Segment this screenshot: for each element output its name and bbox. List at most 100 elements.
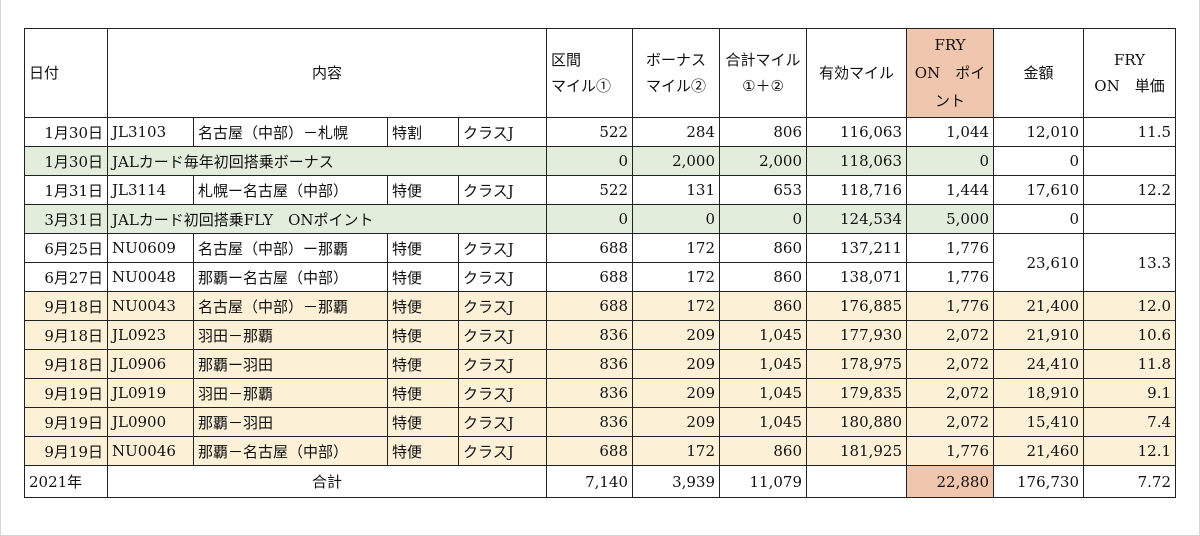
header-bonus-line1: ボーナス [646, 51, 707, 69]
total-row: 2021年 合計 7,140 3,939 11,079 22,880 176,7… [24, 465, 1177, 498]
header-segment-miles-line2: マイル① [551, 77, 612, 95]
header-unit-line1: FRY [1113, 51, 1146, 69]
cell-valid-miles: 118,063 [806, 146, 908, 176]
header-fry-unit: FRY ON 単価 [1083, 28, 1177, 118]
cell-total-label: 合計 [106, 465, 548, 498]
cell-date: 1月31日 [24, 175, 108, 205]
header-segment-miles-line1: 区間 [551, 51, 582, 69]
cell-bonus-miles: 172 [632, 436, 721, 466]
cell-class: クラスJ [457, 262, 548, 292]
cell-date: 6月27日 [24, 262, 108, 292]
cell-total-miles: 1,045 [719, 407, 808, 437]
cell-total-miles: 860 [719, 233, 808, 263]
cell-fry-points: 5,000 [906, 204, 995, 234]
cell-total-fry-unit: 7.72 [1083, 465, 1177, 498]
cell-route: 名古屋（中部）ー那覇 [193, 233, 388, 263]
cell-fry-unit: 9.1 [1083, 378, 1177, 408]
cell-total-miles: 860 [719, 436, 808, 466]
cell-total-valid-miles [806, 465, 908, 498]
cell-date: 6月25日 [24, 233, 108, 263]
cell-fare: 特便 [387, 407, 459, 437]
cell-fare: 特便 [387, 320, 459, 350]
header-fry-points: FRY ON ポイ ント [906, 28, 995, 118]
cell-description: JALカード初回搭乗FLY ONポイント [106, 204, 548, 234]
cell-class: クラスJ [457, 320, 548, 350]
header-row: 日付 内容 区間 マイル① ボーナス マイル② 合計マイル ①＋② 有効マイル FRY… [24, 28, 1177, 118]
table-row: 9月18日 JL0923 羽田－那覇 特便 クラスJ 836 209 1,045… [24, 320, 1177, 350]
cell-fry-points: 1,044 [906, 117, 995, 147]
cell-fry-points: 1,444 [906, 175, 995, 205]
cell-segment-miles: 836 [546, 320, 634, 350]
cell-fry-unit: 12.2 [1083, 175, 1177, 205]
cell-segment-miles: 522 [546, 117, 634, 147]
cell-route: 名古屋（中部）－札幌 [193, 117, 388, 147]
header-fry-line1: FRY [934, 36, 966, 54]
table-row: 6月25日 NU0609 名古屋（中部）ー那覇 特便 クラスJ 688 172 … [24, 233, 1177, 292]
cell-fare: 特便 [387, 436, 459, 466]
cell-amount: 17,610 [993, 175, 1085, 205]
header-total-miles: 合計マイル ①＋② [719, 28, 808, 118]
cell-bonus-miles: 131 [632, 175, 721, 205]
cell-route: 那覇－名古屋（中部） [193, 436, 388, 466]
table-row: 9月19日 JL0900 那覇－羽田 特便 クラスJ 836 209 1,045… [24, 407, 1177, 437]
header-segment-miles: 区間マイル① [546, 28, 634, 118]
cell-route: 那覇－羽田 [193, 407, 388, 437]
cell-date: 9月18日 [24, 291, 108, 321]
header-amount: 金額 [993, 28, 1085, 118]
cell-class: クラスJ [457, 291, 548, 321]
cell-flight: NU0048 [107, 262, 194, 292]
cell-route: 那覇ー羽田 [193, 349, 388, 379]
cell-fry-points: 2,072 [906, 320, 995, 350]
cell-fry-unit [1083, 204, 1177, 234]
cell-class: クラスJ [457, 378, 548, 408]
cell-bonus-miles: 172 [632, 233, 721, 263]
cell-total-miles: 0 [719, 204, 808, 234]
header-bonus-line2: マイル② [646, 77, 707, 95]
cell-fry-points: 1,776 [906, 262, 995, 292]
table-row: 9月18日 NU0043 名古屋（中部）－那覇 特便 クラスJ 688 172 … [24, 291, 1177, 321]
cell-total-bonus-miles: 3,939 [632, 465, 721, 498]
cell-class: クラスJ [457, 233, 548, 263]
cell-flight: JL0919 [107, 378, 194, 408]
cell-total-miles: 1,045 [719, 378, 808, 408]
cell-bonus-miles: 209 [632, 378, 721, 408]
header-fry-line2: ON ポイ [914, 64, 986, 82]
cell-amount: 0 [993, 204, 1085, 234]
cell-flight: JL0923 [107, 320, 194, 350]
cell-date: 3月31日 [24, 204, 108, 234]
cell-date: 1月30日 [24, 146, 108, 176]
cell-flight: JL0906 [107, 349, 194, 379]
cell-fry-unit: 11.5 [1083, 117, 1177, 147]
cell-segment-miles: 688 [546, 233, 634, 263]
cell-fry-unit: 12.0 [1083, 291, 1177, 321]
cell-valid-miles: 180,880 [806, 407, 908, 437]
cell-total-miles: 1,045 [719, 349, 808, 379]
cell-valid-miles: 181,925 [806, 436, 908, 466]
cell-fare: 特便 [387, 378, 459, 408]
cell-flight: NU0046 [107, 436, 194, 466]
cell-flight: JL3103 [107, 117, 194, 147]
cell-bonus-miles: 172 [632, 262, 721, 292]
cell-valid-miles: 116,063 [806, 117, 908, 147]
cell-route: 名古屋（中部）－那覇 [193, 291, 388, 321]
cell-total-miles: 653 [719, 175, 808, 205]
cell-class: クラスJ [457, 175, 548, 205]
cell-total-miles: 806 [719, 117, 808, 147]
cell-fry-unit [1083, 146, 1177, 176]
cell-amount: 21,400 [993, 291, 1085, 321]
header-total-line2: ①＋② [742, 77, 784, 95]
cell-bonus-miles: 284 [632, 117, 721, 147]
table-row: 9月18日 JL0906 那覇ー羽田 特便 クラスJ 836 209 1,045… [24, 349, 1177, 379]
cell-total-segment-miles: 7,140 [546, 465, 634, 498]
cell-fry-points: 1,776 [906, 291, 995, 321]
cell-total-miles: 860 [719, 262, 808, 292]
cell-valid-miles: 124,534 [806, 204, 908, 234]
table-row: 1月31日 JL3114 札幌ー名古屋（中部） 特便 クラスJ 522 131 … [24, 175, 1177, 205]
table-row: 9月19日 JL0919 羽田－那覇 特便 クラスJ 836 209 1,045… [24, 378, 1177, 408]
cell-segment-miles: 688 [546, 262, 634, 292]
table-row: 1月30日 JL3103 名古屋（中部）－札幌 特割 クラスJ 522 284 … [24, 117, 1177, 147]
cell-bonus-miles: 172 [632, 291, 721, 321]
cell-total-miles: 2,000 [719, 146, 808, 176]
cell-fare: 特便 [387, 233, 459, 263]
cell-segment-miles: 0 [546, 204, 634, 234]
